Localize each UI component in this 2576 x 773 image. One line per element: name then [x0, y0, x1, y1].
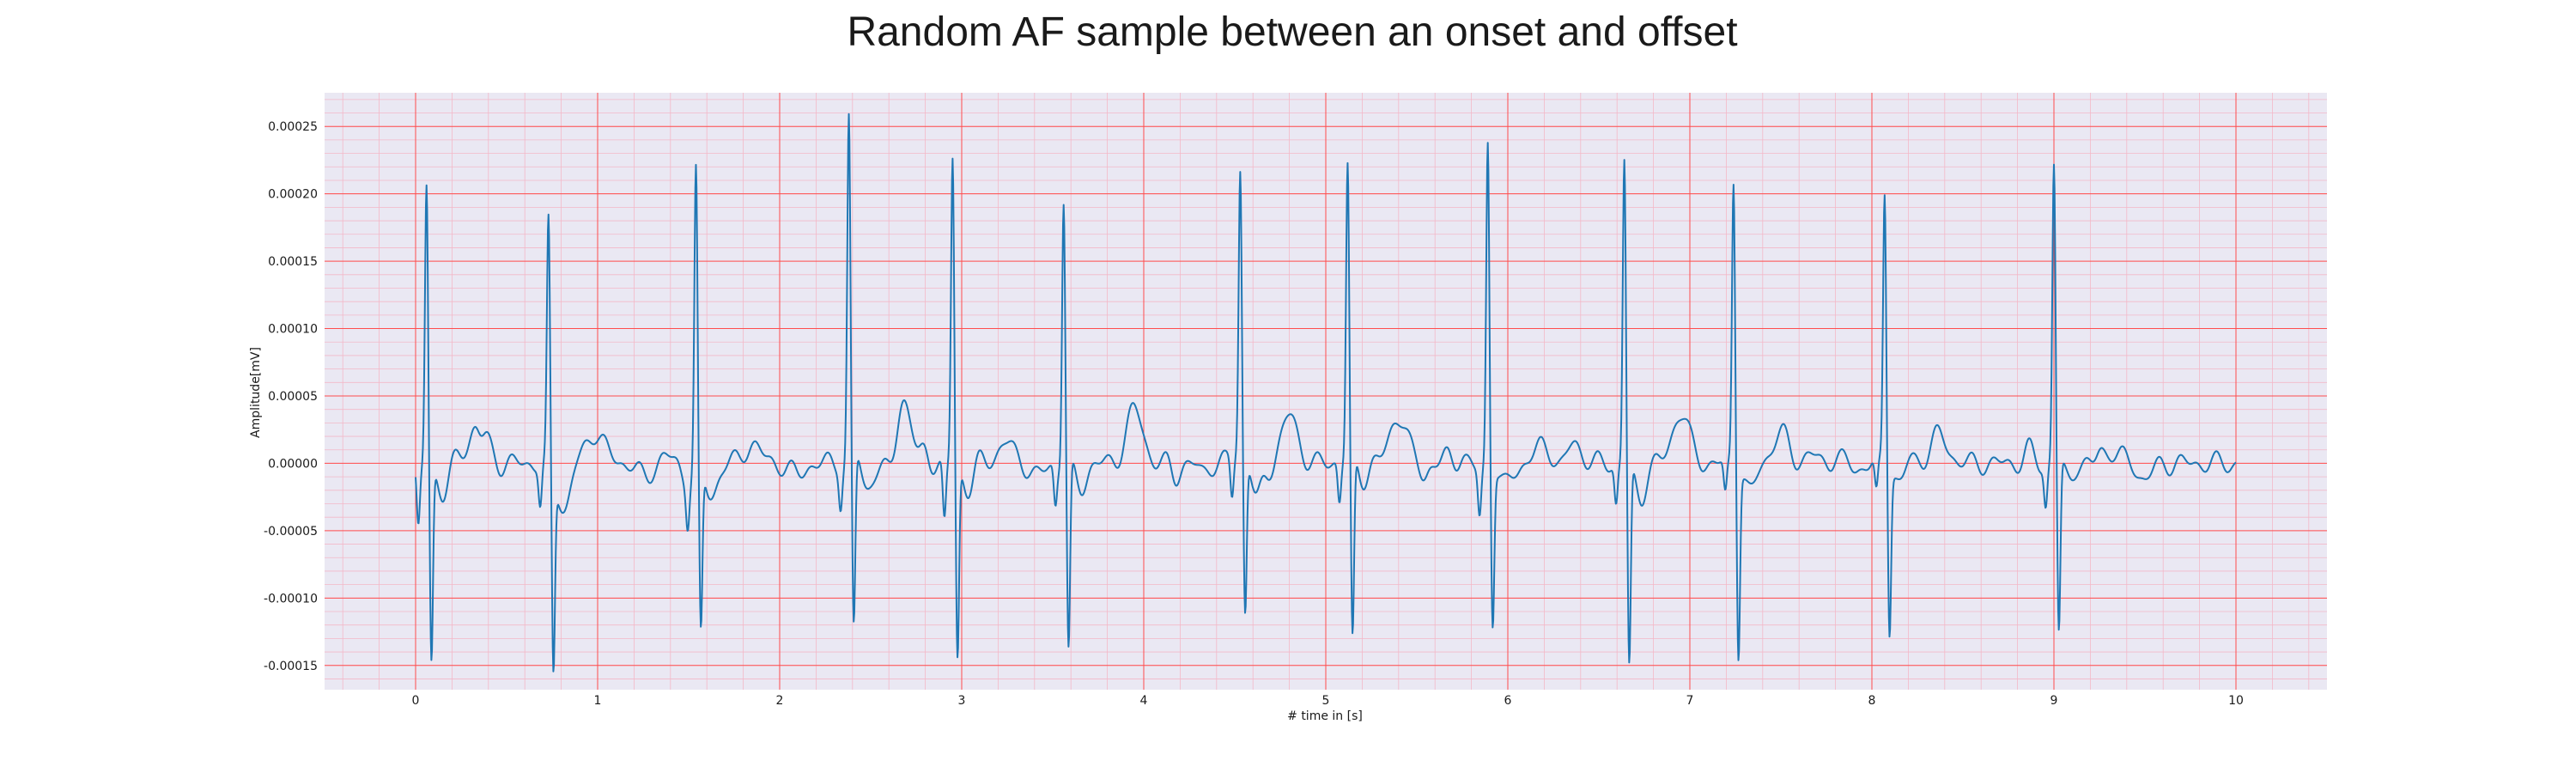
- y-tick-label: -0.00010: [264, 592, 318, 606]
- y-tick-label: 0.00010: [268, 323, 318, 337]
- x-tick-label: 0: [412, 694, 420, 708]
- y-tick-label: 0.00005: [268, 390, 318, 404]
- y-tick-label: -0.00015: [264, 660, 318, 673]
- y-axis-label: Amplitude[mV]: [249, 347, 263, 438]
- y-tick-label: -0.00005: [264, 525, 318, 539]
- y-tick-label: 0.00020: [268, 188, 318, 202]
- x-tick-label: 7: [1686, 694, 1694, 708]
- y-axis-ticks: -0.00015 -0.00010 -0.00005 0.00000 0.00005 0.…: [264, 120, 318, 673]
- x-tick-label: 3: [958, 694, 966, 708]
- y-tick-label: 0.00015: [268, 255, 318, 269]
- chart-title: Random AF sample between an onset and of…: [847, 9, 1737, 55]
- x-tick-label: 4: [1140, 694, 1148, 708]
- x-tick-label: 6: [1504, 694, 1512, 708]
- y-tick-label: 0.00025: [268, 120, 318, 134]
- x-tick-label: 2: [776, 694, 784, 708]
- x-tick-label: 8: [1868, 694, 1876, 708]
- x-axis-ticks: 0 1 2 3 4 5 6 7 8 9 10: [412, 694, 2244, 708]
- x-tick-label: 1: [594, 694, 602, 708]
- y-tick-label: 0.00000: [268, 457, 318, 471]
- x-tick-label: 5: [1322, 694, 1330, 708]
- series-group: [415, 113, 2237, 673]
- x-tick-label: 10: [2228, 694, 2244, 708]
- signal-line: [415, 113, 2237, 673]
- x-tick-label: 9: [2050, 694, 2058, 708]
- major-grid: [325, 93, 2327, 690]
- x-axis-label: # time in [s]: [1287, 709, 1363, 723]
